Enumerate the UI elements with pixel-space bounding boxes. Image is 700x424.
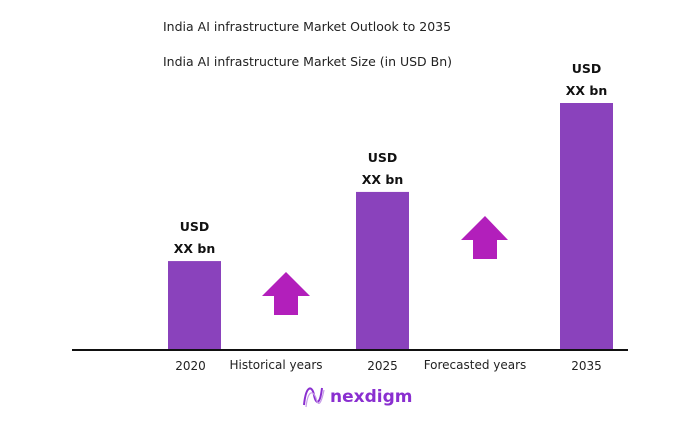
- bar-2035: [560, 103, 613, 350]
- data-label-2025: USD: [368, 150, 398, 165]
- arrow-up-icon: [262, 272, 310, 315]
- logo-text: nexdigm: [330, 387, 412, 407]
- nexdigm-logo: nexdigm: [303, 387, 412, 408]
- bar-2025: [356, 191, 409, 350]
- bar-2020: [168, 261, 221, 350]
- chart-subtitle: India AI infrastructure Market Size (in …: [163, 54, 452, 69]
- x-tick-label: 2020: [175, 359, 206, 373]
- period-label-historical: Historical years: [229, 358, 322, 372]
- data-label-2035: XX bn: [566, 83, 607, 98]
- arrow-up-icon: [461, 216, 508, 259]
- period-label-forecast: Forecasted years: [424, 358, 527, 372]
- x-tick-label: 2035: [571, 359, 602, 373]
- logo-wave-icon: [305, 389, 325, 408]
- x-tick-label: 2025: [367, 359, 398, 373]
- data-label-2035: USD: [572, 61, 602, 76]
- chart-title: India AI infrastructure Market Outlook t…: [163, 19, 451, 34]
- data-label-2020: XX bn: [174, 241, 215, 256]
- data-label-2025: XX bn: [362, 172, 403, 187]
- data-label-2020: USD: [180, 219, 210, 234]
